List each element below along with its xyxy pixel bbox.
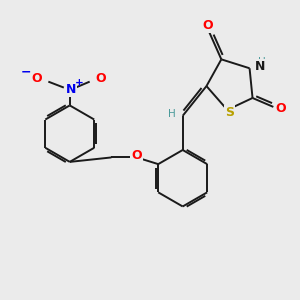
Text: O: O: [96, 72, 106, 85]
Text: +: +: [75, 77, 84, 88]
Text: N: N: [255, 60, 265, 73]
Text: O: O: [31, 72, 42, 85]
Text: O: O: [275, 102, 286, 115]
Text: S: S: [225, 106, 234, 119]
Text: H: H: [258, 57, 266, 67]
Text: O: O: [131, 149, 142, 162]
Text: −: −: [21, 65, 32, 78]
Text: N: N: [66, 82, 76, 96]
Text: H: H: [167, 109, 175, 119]
Text: O: O: [202, 19, 213, 32]
